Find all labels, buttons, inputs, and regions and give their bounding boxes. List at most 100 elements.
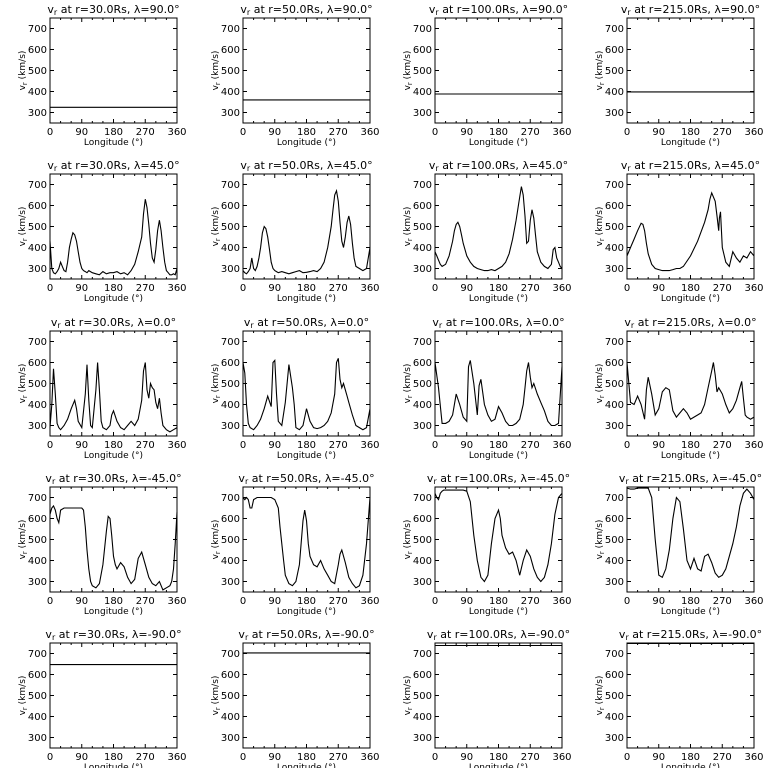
y-tick-label: 400 xyxy=(605,712,624,723)
x-tick-label: 0 xyxy=(432,596,438,607)
y-tick-label: 500 xyxy=(28,222,47,233)
panel-title: vr at r=50.0Rs, λ=0.0° xyxy=(244,316,369,330)
y-tick-label: 600 xyxy=(221,514,240,525)
y-tick-label: 700 xyxy=(221,493,240,504)
y-tick-label: 500 xyxy=(413,66,432,77)
x-tick-label: 180 xyxy=(104,127,123,138)
x-tick-label: 360 xyxy=(744,596,763,607)
panel: vr at r=100.0Rs, λ=-45.0° 300 400 500 600 700… xyxy=(403,472,572,617)
x-tick-label: 180 xyxy=(489,596,508,607)
y-axis-label: vr (km/s) xyxy=(403,51,414,91)
x-tick-label: 0 xyxy=(432,752,438,763)
x-tick-label: 270 xyxy=(329,127,348,138)
plot-frame xyxy=(434,173,563,280)
panel: vr at r=215.0Rs, λ=-90.0° 300 400 500 600 700… xyxy=(595,628,764,772)
panel-title: vr at r=100.0Rs, λ=-45.0° xyxy=(427,472,570,486)
x-axis-label: Longitude (°) xyxy=(277,607,336,617)
y-tick-label: 500 xyxy=(605,691,624,702)
y-tick-label: 400 xyxy=(413,556,432,567)
y-tick-label: 500 xyxy=(28,535,47,546)
x-tick-label: 270 xyxy=(136,596,155,607)
y-tick-label: 600 xyxy=(605,358,624,369)
x-tick-label: 0 xyxy=(624,127,630,138)
y-tick-label: 300 xyxy=(221,108,240,119)
x-tick-label: 90 xyxy=(460,596,473,607)
y-tick-label: 400 xyxy=(28,556,47,567)
panel: vr at r=30.0Rs, λ=-45.0° 300 400 500 600 700 0… xyxy=(18,472,187,617)
y-tick-label: 500 xyxy=(605,66,624,77)
x-axis-label: Longitude (°) xyxy=(469,294,528,304)
x-tick-label: 90 xyxy=(268,127,281,138)
y-tick-label: 700 xyxy=(221,337,240,348)
y-tick-label: 400 xyxy=(413,87,432,98)
x-tick-label: 270 xyxy=(713,283,732,294)
panel-title: vr at r=215.0Rs, λ=0.0° xyxy=(624,316,756,330)
y-axis-label: vr (km/s) xyxy=(595,207,606,247)
panel-title: vr at r=30.0Rs, λ=0.0° xyxy=(51,316,176,330)
x-tick-label: 90 xyxy=(460,283,473,294)
x-tick-label: 360 xyxy=(167,127,186,138)
plot-frame xyxy=(434,330,563,437)
x-tick-label: 180 xyxy=(489,752,508,763)
x-tick-label: 180 xyxy=(681,440,700,451)
x-tick-label: 360 xyxy=(744,127,763,138)
panel-title: vr at r=100.0Rs, λ=45.0° xyxy=(429,159,568,173)
y-tick-label: 500 xyxy=(413,535,432,546)
x-tick-label: 360 xyxy=(744,283,763,294)
panel-title: vr at r=215.0Rs, λ=-45.0° xyxy=(619,472,762,486)
y-tick-label: 700 xyxy=(28,493,47,504)
y-tick-label: 700 xyxy=(413,180,432,191)
plot-frame xyxy=(434,642,563,749)
y-tick-label: 500 xyxy=(605,535,624,546)
y-tick-label: 300 xyxy=(413,108,432,119)
x-tick-label: 180 xyxy=(681,752,700,763)
x-tick-label: 90 xyxy=(268,283,281,294)
y-tick-label: 400 xyxy=(413,243,432,254)
plot-frame xyxy=(49,486,178,593)
y-tick-label: 500 xyxy=(221,691,240,702)
series-line xyxy=(626,362,755,420)
x-tick-label: 270 xyxy=(136,440,155,451)
x-axis-label: Longitude (°) xyxy=(277,451,336,461)
plot-frame xyxy=(626,330,755,437)
panel: vr at r=50.0Rs, λ=90.0° 300 400 500 600 700 0 9… xyxy=(211,3,380,148)
x-axis-label: Longitude (°) xyxy=(84,607,143,617)
x-axis-label: Longitude (°) xyxy=(84,451,143,461)
panel: vr at r=50.0Rs, λ=45.0° 300 400 500 600 700 0 9… xyxy=(211,159,380,304)
y-tick-label: 400 xyxy=(413,712,432,723)
plot-frame xyxy=(626,173,755,280)
x-tick-label: 0 xyxy=(47,596,53,607)
y-tick-label: 300 xyxy=(28,733,47,744)
x-tick-label: 90 xyxy=(652,283,665,294)
y-tick-label: 600 xyxy=(28,201,47,212)
y-tick-label: 300 xyxy=(28,264,47,275)
x-tick-label: 90 xyxy=(460,440,473,451)
x-tick-label: 0 xyxy=(240,283,246,294)
x-tick-label: 360 xyxy=(360,283,379,294)
y-tick-label: 600 xyxy=(605,45,624,56)
panel-title: vr at r=30.0Rs, λ=45.0° xyxy=(47,159,179,173)
y-axis-label: vr (km/s) xyxy=(595,676,606,716)
x-tick-label: 360 xyxy=(552,752,571,763)
y-axis-label: vr (km/s) xyxy=(18,207,29,247)
x-tick-label: 270 xyxy=(136,127,155,138)
y-tick-label: 500 xyxy=(28,66,47,77)
series-line xyxy=(49,199,178,276)
x-tick-label: 180 xyxy=(297,283,316,294)
series-line xyxy=(626,191,755,272)
panel-title: vr at r=215.0Rs, λ=45.0° xyxy=(621,159,760,173)
y-tick-label: 700 xyxy=(221,24,240,35)
y-tick-label: 500 xyxy=(221,222,240,233)
x-tick-label: 90 xyxy=(75,752,88,763)
panel: vr at r=50.0Rs, λ=-45.0° 300 400 500 600 700 0… xyxy=(211,472,380,617)
series-line xyxy=(434,360,563,427)
x-tick-label: 360 xyxy=(360,596,379,607)
y-axis-label: vr (km/s) xyxy=(211,207,222,247)
x-tick-label: 90 xyxy=(75,283,88,294)
x-tick-label: 270 xyxy=(521,127,540,138)
y-tick-label: 600 xyxy=(413,514,432,525)
y-axis-label: vr (km/s) xyxy=(211,51,222,91)
y-tick-label: 700 xyxy=(413,24,432,35)
y-tick-label: 600 xyxy=(413,358,432,369)
x-axis-label: Longitude (°) xyxy=(84,763,143,768)
